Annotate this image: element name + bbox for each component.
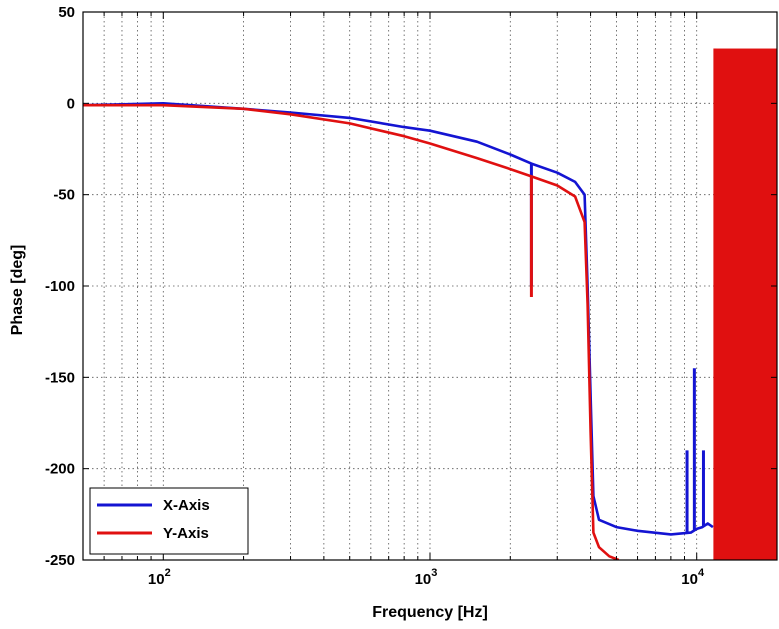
- y-tick-label: -200: [45, 461, 75, 478]
- y-axis-label: Phase [deg]: [9, 245, 26, 336]
- series-y-axis-noise-band: [714, 48, 777, 560]
- x-axis-label: Frequency [Hz]: [372, 604, 488, 621]
- legend-label-y-axis: Y-Axis: [163, 525, 209, 542]
- ticks: 50 0 -50 -100 -150 -200 -250 102 103 104: [45, 4, 778, 588]
- series-layer: [83, 48, 777, 560]
- legend-label-x-axis: X-Axis: [163, 497, 210, 514]
- y-tick-label: -50: [53, 187, 75, 204]
- x-tick-label: 102: [148, 567, 171, 588]
- y-tick-label: -250: [45, 552, 75, 569]
- y-tick-label: -100: [45, 278, 75, 295]
- y-tick-label: 0: [67, 95, 75, 112]
- x-tick-label: 103: [415, 567, 438, 588]
- grid: [82, 12, 778, 560]
- y-tick-label: 50: [58, 4, 75, 21]
- x-tick-label: 104: [681, 567, 705, 588]
- y-tick-label: -150: [45, 369, 75, 386]
- legend: X-Axis Y-Axis: [89, 487, 249, 555]
- legend-box: [89, 487, 249, 555]
- series-x-axis-line: [83, 102, 714, 536]
